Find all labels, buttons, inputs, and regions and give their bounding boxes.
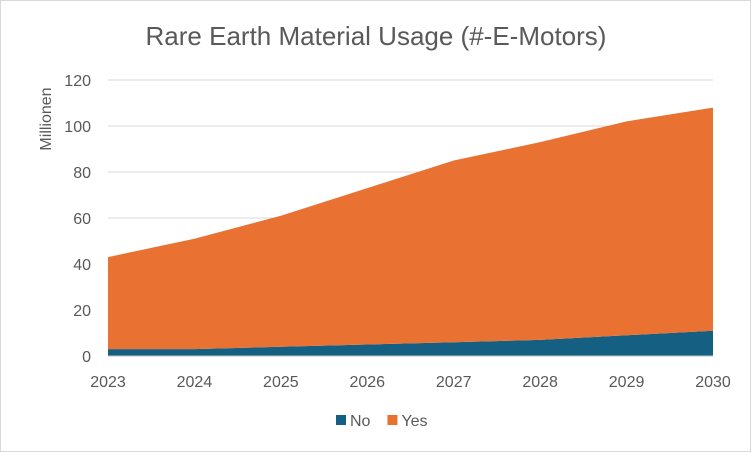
y-tick-label: 20: [73, 303, 91, 320]
y-tick-label: 120: [64, 73, 91, 90]
chart-title: Rare Earth Material Usage (#-E-Motors): [146, 21, 607, 51]
x-tick-label: 2025: [263, 374, 299, 391]
x-tick-label: 2030: [695, 374, 731, 391]
area-series: [108, 107, 713, 356]
x-tick-label: 2023: [90, 374, 126, 391]
y-tick-label: 100: [64, 119, 91, 136]
legend-swatch-no: [336, 415, 346, 425]
area-yes: [108, 107, 713, 350]
y-tick-label: 40: [73, 257, 91, 274]
y-axis: 0 20 40 60 80 100 120: [64, 73, 91, 366]
x-axis: 2023 2024 2025 2026 2027 2028 2029 2030: [90, 355, 731, 391]
legend: No Yes: [336, 413, 428, 430]
legend-label-no: No: [350, 413, 371, 430]
x-tick-label: 2027: [436, 374, 472, 391]
x-tick-label: 2029: [609, 374, 645, 391]
x-tick-label: 2028: [522, 374, 558, 391]
x-tick-label: 2026: [349, 374, 385, 391]
y-axis-label: Millionen: [38, 87, 55, 150]
x-tick-label: 2024: [177, 374, 213, 391]
legend-label-yes: Yes: [401, 413, 427, 430]
y-tick-label: 60: [73, 211, 91, 228]
y-tick-label: 80: [73, 165, 91, 182]
legend-swatch-yes: [387, 415, 398, 425]
y-tick-label: 0: [82, 349, 91, 366]
